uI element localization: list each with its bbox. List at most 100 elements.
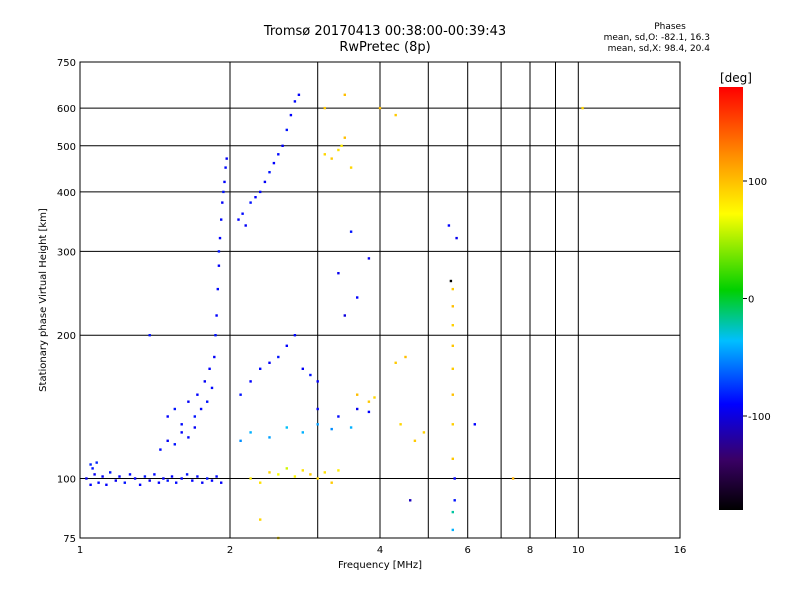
data-point: [199, 407, 203, 411]
data-point: [223, 180, 226, 184]
data-point: [249, 380, 252, 383]
data-point: [123, 481, 126, 484]
data-point: [196, 475, 199, 478]
data-point: [259, 367, 262, 370]
data-point: [180, 477, 183, 480]
data-point: [323, 153, 326, 156]
data-point: [239, 393, 242, 396]
y-tick-label: 750: [57, 58, 76, 69]
data-point: [422, 431, 426, 434]
data-point: [148, 334, 151, 337]
data-point: [356, 296, 359, 299]
data-point: [128, 473, 132, 476]
data-point: [301, 367, 304, 370]
data-point: [218, 236, 222, 240]
data-point: [206, 477, 209, 480]
y-tick-label: 300: [57, 247, 76, 258]
data-point: [394, 361, 397, 364]
data-point: [89, 463, 92, 466]
data-point: [217, 250, 221, 253]
data-point: [281, 144, 284, 147]
y-axis-label: Stationary phase Virtual Height [km]: [38, 208, 49, 392]
chart-subtitle: RwPretec (8p): [339, 40, 431, 55]
data-point: [367, 400, 371, 403]
y-tick-label: 500: [57, 142, 76, 153]
data-point: [356, 393, 359, 396]
data-point: [268, 361, 271, 364]
data-point: [138, 483, 142, 486]
data-point: [259, 481, 262, 484]
data-point: [449, 279, 453, 283]
data-point: [187, 436, 190, 439]
legend-box: Phases mean, sd,O: -82.1, 16.3 mean, sd,…: [590, 22, 710, 55]
colorbar-label: [deg]: [720, 71, 752, 85]
data-point: [337, 148, 340, 152]
data-point: [378, 106, 382, 110]
data-point: [221, 201, 224, 204]
data-point: [293, 100, 297, 103]
data-point: [263, 180, 267, 184]
data-point: [451, 528, 454, 532]
data-point: [254, 196, 257, 199]
x-tick-label: 2: [227, 545, 233, 556]
data-point: [394, 113, 397, 117]
colorbar-ticks: -100 0 100: [743, 177, 771, 423]
data-point: [349, 230, 353, 233]
data-point: [272, 161, 276, 165]
x-tick-label: 10: [572, 545, 585, 556]
data-point: [224, 166, 227, 169]
data-point: [175, 481, 178, 484]
data-point: [259, 190, 262, 194]
data-point: [301, 469, 304, 472]
y-tick-label: 75: [63, 534, 76, 545]
data-point: [268, 436, 271, 439]
data-point: [330, 157, 333, 160]
x-tick-labels: 1 2 4 6 8 10 16: [77, 545, 687, 556]
data-point: [213, 355, 216, 359]
data-point: [215, 475, 218, 478]
data-point: [409, 499, 412, 502]
data-point: [367, 410, 371, 414]
data-point: [166, 415, 169, 418]
data-point: [225, 157, 228, 160]
data-point: [373, 396, 376, 399]
data-point: [330, 427, 333, 431]
data-point: [203, 380, 206, 383]
data-point: [455, 236, 458, 240]
data-point: [101, 475, 104, 478]
data-point: [166, 479, 169, 482]
data-point: [337, 469, 340, 472]
data-point: [114, 479, 117, 482]
data-point: [293, 475, 297, 478]
data-point: [85, 477, 88, 480]
data-point: [343, 93, 346, 96]
data-point: [316, 423, 319, 426]
data-point: [217, 264, 221, 267]
data-point: [118, 475, 121, 478]
data-point: [153, 473, 156, 476]
data-point: [316, 407, 319, 411]
data-point: [343, 136, 346, 139]
data-point: [285, 426, 288, 429]
data-point: [451, 367, 454, 370]
data-point: [316, 477, 319, 480]
data-point: [451, 305, 454, 308]
data-point: [173, 443, 176, 446]
data-point: [206, 400, 209, 403]
colorbar-tick-label: 0: [748, 295, 754, 306]
data-point: [316, 380, 319, 383]
data-point: [220, 481, 223, 484]
data-point: [210, 479, 214, 482]
data-point: [293, 334, 297, 337]
y-tick-label: 600: [57, 104, 76, 115]
data-point: [216, 287, 219, 291]
plot-frame: [79, 61, 681, 539]
data-point: [451, 287, 454, 291]
data-point: [97, 481, 100, 484]
data-point: [241, 212, 244, 215]
grid-lines: [80, 62, 680, 538]
legend-title: Phases: [654, 22, 686, 32]
data-point: [268, 171, 271, 174]
data-point: [337, 272, 340, 275]
